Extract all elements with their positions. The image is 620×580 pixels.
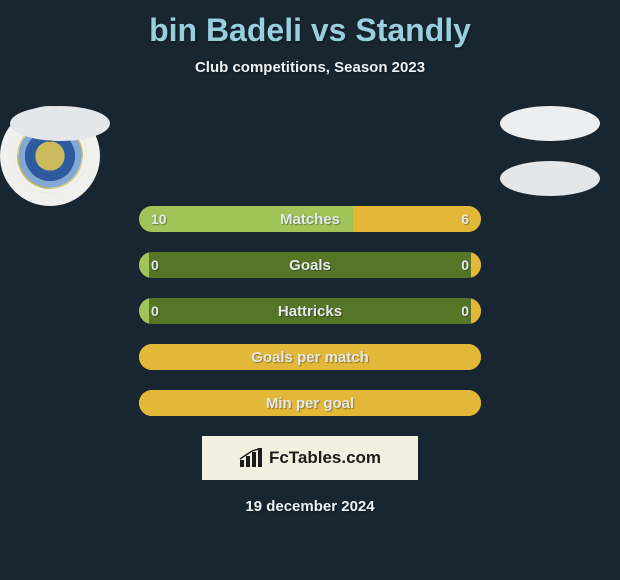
stat-label: Goals per match [251, 349, 369, 366]
stat-value-right: 6 [461, 206, 469, 232]
stat-label: Goals [289, 257, 331, 274]
player-right-avatar [500, 106, 600, 141]
subtitle: Club competitions, Season 2023 [0, 59, 620, 76]
comparison-panel: 10 6 Matches 0 0 Goals 0 0 Hattricks Goals per ma… [0, 106, 620, 515]
stat-value-left: 0 [151, 252, 159, 278]
stat-value-left: 0 [151, 298, 159, 324]
stat-fill-left [139, 252, 149, 278]
stat-rows: 10 6 Matches 0 0 Goals 0 0 Hattricks Goals per ma… [139, 206, 481, 416]
stat-fill-left [139, 298, 149, 324]
stat-fill-right [471, 298, 481, 324]
player-left-avatar [10, 106, 110, 141]
brand-bars-icon [239, 448, 265, 468]
stat-value-left: 10 [151, 206, 167, 232]
brand-text: FcTables.com [269, 448, 381, 468]
brand-box: FcTables.com [202, 436, 418, 480]
stat-row: 10 6 Matches [139, 206, 481, 232]
stat-row: Min per goal [139, 390, 481, 416]
stat-value-right: 0 [461, 252, 469, 278]
club-right-badge [500, 161, 600, 196]
stat-fill-right [471, 252, 481, 278]
stat-label: Min per goal [266, 395, 354, 412]
stat-row: 0 0 Goals [139, 252, 481, 278]
stat-label: Matches [280, 211, 340, 228]
stat-row: Goals per match [139, 344, 481, 370]
stat-label: Hattricks [278, 303, 342, 320]
date-text: 19 december 2024 [0, 498, 620, 515]
stat-row: 0 0 Hattricks [139, 298, 481, 324]
page-title: bin Badeli vs Standly [0, 0, 620, 49]
stat-value-right: 0 [461, 298, 469, 324]
